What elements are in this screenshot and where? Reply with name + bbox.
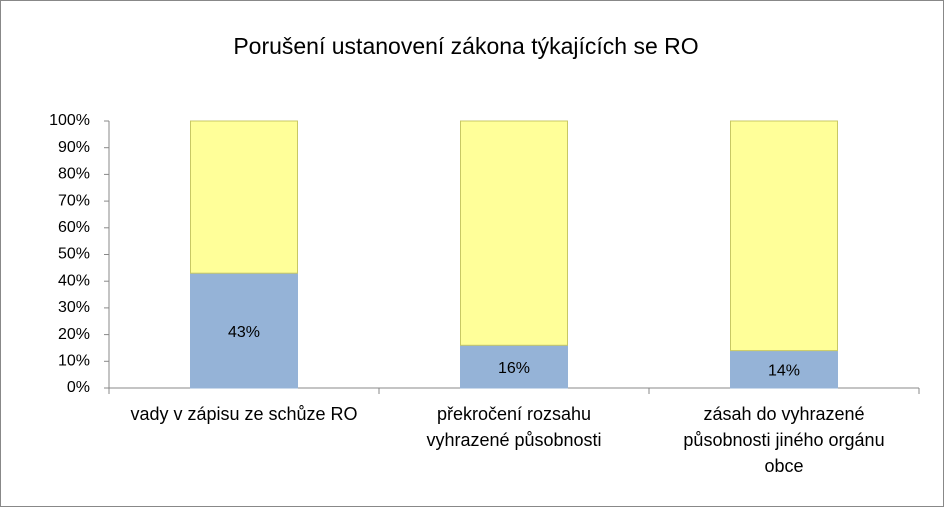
y-tick-label: 60% bbox=[58, 219, 90, 236]
y-tick-label: 10% bbox=[58, 353, 90, 370]
y-tick-label: 20% bbox=[58, 326, 90, 343]
bar-segment bbox=[730, 120, 838, 352]
x-tick-label: zásah do vyhrazené působnosti jiného org… bbox=[683, 404, 885, 476]
y-tick-label: 0% bbox=[67, 379, 90, 396]
data-label: 43% bbox=[228, 324, 260, 341]
y-tick-label: 70% bbox=[58, 192, 90, 209]
y-tick-label: 100% bbox=[49, 112, 90, 129]
y-tick-label: 90% bbox=[58, 139, 90, 156]
bar-segment bbox=[460, 344, 568, 389]
bar-segment bbox=[190, 120, 298, 274]
bar-segment bbox=[190, 272, 298, 389]
y-tick-label: 50% bbox=[58, 246, 90, 263]
data-label: 16% bbox=[498, 360, 530, 377]
y-tick-label: 30% bbox=[58, 299, 90, 316]
y-tick-label: 80% bbox=[58, 166, 90, 183]
y-tick-label: 40% bbox=[58, 272, 90, 289]
chart-title: Porušení ustanovení zákona týkajících se… bbox=[233, 33, 698, 59]
x-tick-label: vady v zápisu ze schůze RO bbox=[130, 404, 358, 424]
bar-segment bbox=[460, 120, 568, 346]
bar-segment bbox=[730, 350, 838, 389]
data-label: 14% bbox=[768, 363, 800, 380]
x-tick-label: překročení rozsahu vyhrazené působnosti bbox=[426, 404, 602, 450]
